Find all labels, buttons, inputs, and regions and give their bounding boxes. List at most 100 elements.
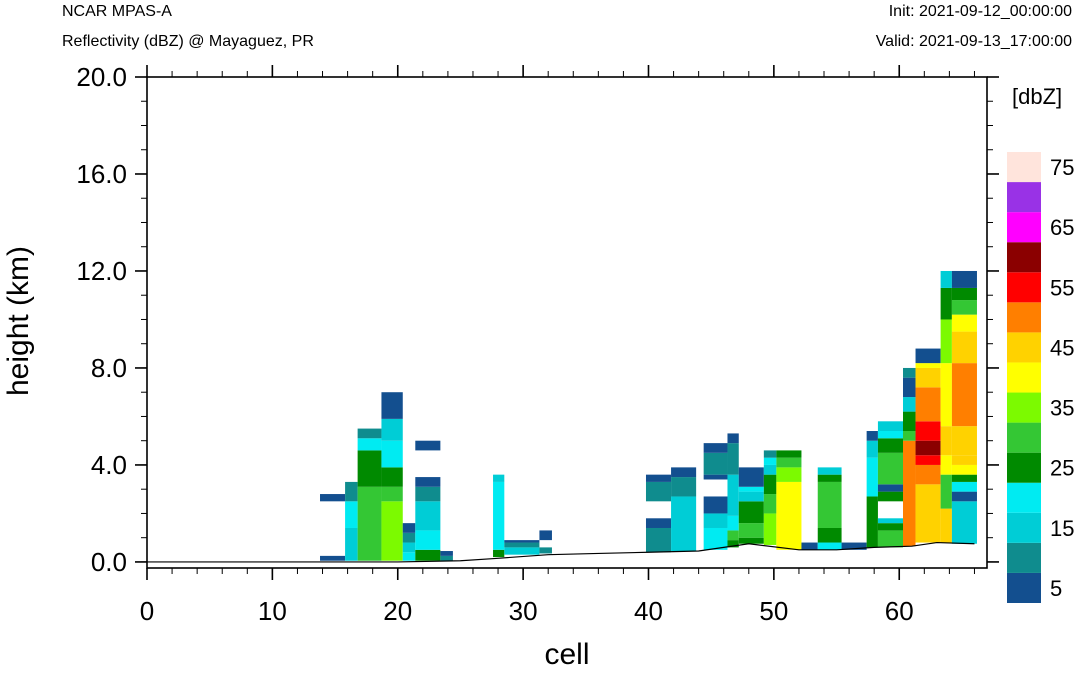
reflectivity-cell: [415, 477, 441, 487]
reflectivity-cell: [940, 474, 952, 509]
reflectivity-cell: [951, 474, 977, 482]
reflectivity-cell: [671, 496, 697, 552]
reflectivity-cell: [402, 532, 416, 543]
reflectivity-cell: [671, 467, 697, 478]
reflectivity-cell: [539, 530, 552, 541]
colorbar-swatch: [1007, 182, 1041, 213]
reflectivity-cell: [866, 431, 878, 441]
init-time: Init: 2021-09-12_00:00:00: [889, 3, 1072, 20]
plot-axes: 0 10 20 30 40 50 60 0.0 4.0 8.0 12.0 16.0 20.0: [76, 62, 999, 626]
reflectivity-cell: [915, 348, 941, 364]
reflectivity-cell: [727, 530, 739, 541]
reflectivity-cell: [645, 527, 672, 553]
reflectivity-cell: [951, 363, 977, 427]
reflectivity-cell: [866, 440, 878, 458]
colorbar-swatch: [1007, 152, 1041, 183]
reflectivity-cell: [763, 457, 777, 465]
reflectivity-cell: [801, 542, 818, 550]
plot-frame: [146, 76, 988, 569]
colorbar-swatch: [1007, 332, 1041, 363]
x-axis-label: cell: [544, 638, 589, 671]
reflectivity-cell: [738, 501, 764, 524]
reflectivity-cell: [645, 474, 672, 482]
reflectivity-cell: [776, 457, 802, 468]
reflectivity-cell: [940, 270, 952, 288]
reflectivity-cell: [727, 443, 739, 475]
reflectivity-cell: [539, 547, 552, 554]
reflectivity-cell: [763, 464, 777, 475]
colorbar-swatch: [1007, 482, 1041, 513]
reflectivity-cell: [504, 542, 540, 548]
colorbar-swatch: [1007, 542, 1041, 573]
colorbar-swatch: [1007, 452, 1041, 483]
terrain-profile: [147, 541, 975, 563]
reflectivity-cell: [951, 464, 977, 475]
colorbar-unit-label: [dbZ]: [1012, 84, 1062, 109]
reflectivity-cell: [703, 527, 728, 550]
reflectivity-cell: [727, 433, 739, 444]
y-tick-label: 4.0: [91, 450, 127, 480]
colorbar-label: 75: [1050, 155, 1074, 180]
y-tick-label: 0.0: [91, 547, 127, 577]
colorbar-label: 55: [1050, 275, 1074, 300]
reflectivity-cell: [703, 452, 728, 475]
model-title: NCAR MPAS-A: [62, 3, 172, 20]
reflectivity-cell: [915, 421, 941, 441]
colorbar-swatch: [1007, 572, 1041, 603]
reflectivity-cell: [415, 501, 441, 531]
reflectivity-cell: [493, 481, 505, 550]
reflectivity-cell: [738, 537, 764, 544]
terrain-line: [147, 541, 975, 563]
reflectivity-cell: [877, 530, 903, 548]
reflectivity-cell: [415, 486, 441, 502]
reflectivity-cell: [645, 481, 672, 502]
reflectivity-cell: [951, 287, 977, 301]
reflectivity-cell: [381, 440, 403, 468]
reflectivity-cell: [903, 367, 916, 378]
reflectivity-cell: [415, 549, 441, 561]
reflectivity-cell: [940, 508, 952, 543]
reflectivity-cell: [402, 523, 416, 533]
colorbar-swatch: [1007, 422, 1041, 453]
reflectivity-cell: [738, 491, 764, 502]
reflectivity-cell: [951, 270, 977, 288]
reflectivity-cell: [817, 527, 842, 543]
reflectivity-cell: [940, 319, 952, 364]
reflectivity-cell: [402, 552, 416, 561]
reflectivity-cell: [951, 481, 977, 492]
reflectivity-cell: [877, 491, 903, 502]
reflectivity-cell: [671, 477, 697, 497]
reflectivity-cell: [381, 418, 403, 441]
reflectivity-cell: [915, 367, 941, 388]
reflectivity-cell: [940, 426, 952, 456]
y-tick-label: 12.0: [76, 256, 127, 286]
reflectivity-cell: [738, 523, 764, 538]
x-tick-label: 10: [258, 596, 287, 626]
y-tick-label: 8.0: [91, 353, 127, 383]
reflectivity-cell: [915, 464, 941, 485]
reflectivity-cell: [951, 455, 977, 465]
reflectivity-cell: [703, 496, 728, 514]
reflectivity-cell: [915, 440, 941, 456]
colorbar-swatch: [1007, 392, 1041, 423]
reflectivity-cell: [440, 555, 453, 561]
reflectivity-cell: [940, 287, 952, 320]
x-tick-label: 50: [759, 596, 788, 626]
x-tick-label: 40: [634, 596, 663, 626]
reflectivity-cell: [877, 523, 903, 531]
reflectivity-cell: [320, 494, 346, 502]
reflectivity-cell: [776, 467, 802, 482]
reflectivity-cell: [951, 501, 977, 544]
colorbar-label: 5: [1050, 576, 1062, 601]
reflectivity-cell: [915, 387, 941, 422]
colorbar-label: 15: [1050, 516, 1074, 541]
reflectivity-cell: [381, 501, 403, 561]
reflectivity-cell: [817, 474, 842, 482]
reflectivity-cell: [776, 450, 802, 458]
reflectivity-cell: [903, 440, 916, 547]
valid-time: Valid: 2021-09-13_17:00:00: [876, 33, 1072, 50]
x-tick-label: 60: [885, 596, 914, 626]
y-tick-label: 20.0: [76, 62, 127, 92]
